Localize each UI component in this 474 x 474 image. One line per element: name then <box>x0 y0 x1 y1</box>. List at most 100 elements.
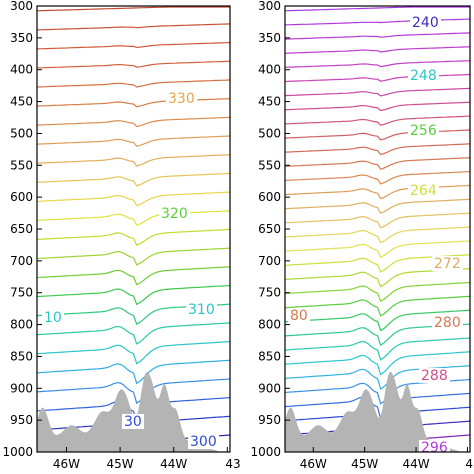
y-tick-label: 950 <box>258 413 281 427</box>
contour-line <box>36 154 231 167</box>
contour-label-bg <box>419 368 450 383</box>
contour-line <box>36 42 231 50</box>
contour-label: 310 <box>188 302 215 318</box>
y-tick-label: 450 <box>10 95 33 109</box>
x-tick-label: 43 <box>465 457 474 471</box>
contour-label-bg <box>166 91 197 106</box>
contour-label-bg <box>122 414 144 429</box>
y-tick-label: 800 <box>10 318 33 332</box>
contour-label-bg <box>42 310 64 325</box>
contour-label-bg <box>408 68 439 83</box>
contour-line <box>36 79 231 88</box>
x-tick-label: 45W <box>107 457 134 471</box>
y-tick-label: 800 <box>258 318 281 332</box>
contour-line <box>36 210 231 227</box>
contour-label-bg <box>419 440 450 455</box>
contour-label-bg <box>410 15 441 30</box>
y-tick-label: 750 <box>10 286 33 300</box>
y-tick-label: 600 <box>10 190 33 204</box>
contour-label: 288 <box>421 368 448 384</box>
contour-line <box>36 23 231 31</box>
contour-line <box>36 228 231 246</box>
terrain-silhouette <box>37 371 230 452</box>
contour-line <box>36 98 231 108</box>
x-tick-label: 46W <box>53 457 80 471</box>
y-tick-label: 600 <box>258 190 281 204</box>
y-tick-label: 950 <box>10 413 33 427</box>
contour-label: 280 <box>434 315 461 331</box>
contour-line <box>284 392 471 420</box>
contour-line <box>36 60 231 69</box>
y-tick-label: 700 <box>10 254 33 268</box>
contour-label: 300 <box>190 434 217 450</box>
contour-label-bg <box>159 206 190 221</box>
left-panel: 330 320 310 10 300 30 300 350 400 450 500 550 600 65… <box>2 0 240 471</box>
y-tick-label: 850 <box>258 349 281 363</box>
contour-line <box>36 247 231 266</box>
contour-label-bg <box>432 315 463 330</box>
contour-line <box>36 191 231 207</box>
y-tick-label: 350 <box>258 31 281 45</box>
contour-line <box>284 46 471 54</box>
contour-line <box>284 171 471 185</box>
contour-line <box>36 172 231 187</box>
contour-line <box>36 284 231 306</box>
contour-line <box>284 87 471 97</box>
contour-line <box>284 351 471 376</box>
x-tick-label: 43 <box>225 457 240 471</box>
contour-line <box>284 337 471 361</box>
y-tick-label: 550 <box>10 158 33 172</box>
contour-line <box>284 157 471 170</box>
contour-label: 80 <box>290 308 308 324</box>
contour-label-bg <box>288 308 310 323</box>
contour-line <box>284 184 471 200</box>
y-tick-label: 650 <box>258 222 281 236</box>
contour-line <box>284 198 471 214</box>
contour-line <box>284 60 471 68</box>
contour-label: 320 <box>161 206 188 222</box>
contour-line <box>284 143 471 156</box>
y-tick-label: 400 <box>10 63 33 77</box>
x-tick-label: 46W <box>300 457 327 471</box>
y-tick-label: 850 <box>10 349 33 363</box>
contour-label: 264 <box>410 183 437 199</box>
y-tick-label: 1000 <box>250 445 281 459</box>
x-tick-label: 44W <box>160 457 187 471</box>
y-tick-label: 300 <box>258 0 281 13</box>
contour-label: 30 <box>124 414 142 430</box>
contour-label-bg <box>432 256 463 271</box>
contour-line <box>284 32 471 40</box>
contour-line <box>284 212 471 229</box>
contour-line <box>284 115 471 126</box>
contour-label: 10 <box>44 310 62 326</box>
contour-line <box>284 281 471 303</box>
contour-label: 248 <box>410 68 437 84</box>
contour-line <box>284 226 471 244</box>
contour-line <box>284 73 471 83</box>
contour-line <box>284 365 471 391</box>
contour-line <box>36 6 230 12</box>
contour-label-bg <box>408 183 439 198</box>
x-tick-label: 45W <box>351 457 378 471</box>
y-tick-label: 550 <box>258 158 281 172</box>
contour-line <box>36 135 231 147</box>
y-tick-label: 900 <box>258 381 281 395</box>
contour-line <box>36 359 231 385</box>
y-tick-label: 900 <box>10 381 33 395</box>
contour-line <box>284 309 471 332</box>
y-tick-label: 700 <box>258 254 281 268</box>
contour-label: 330 <box>168 91 195 107</box>
contour-label: 256 <box>410 123 437 139</box>
contour-line <box>36 341 231 365</box>
contour-line <box>284 129 471 141</box>
contour-label: 296 <box>421 440 448 456</box>
terrain-silhouette <box>285 371 470 452</box>
y-tick-label: 1000 <box>2 445 33 459</box>
contour-line <box>284 101 471 112</box>
contour-label: 240 <box>412 15 439 31</box>
contour-line <box>36 116 231 128</box>
contour-line <box>36 378 231 405</box>
x-tick-label: 44W <box>402 457 429 471</box>
y-tick-label: 350 <box>10 31 33 45</box>
